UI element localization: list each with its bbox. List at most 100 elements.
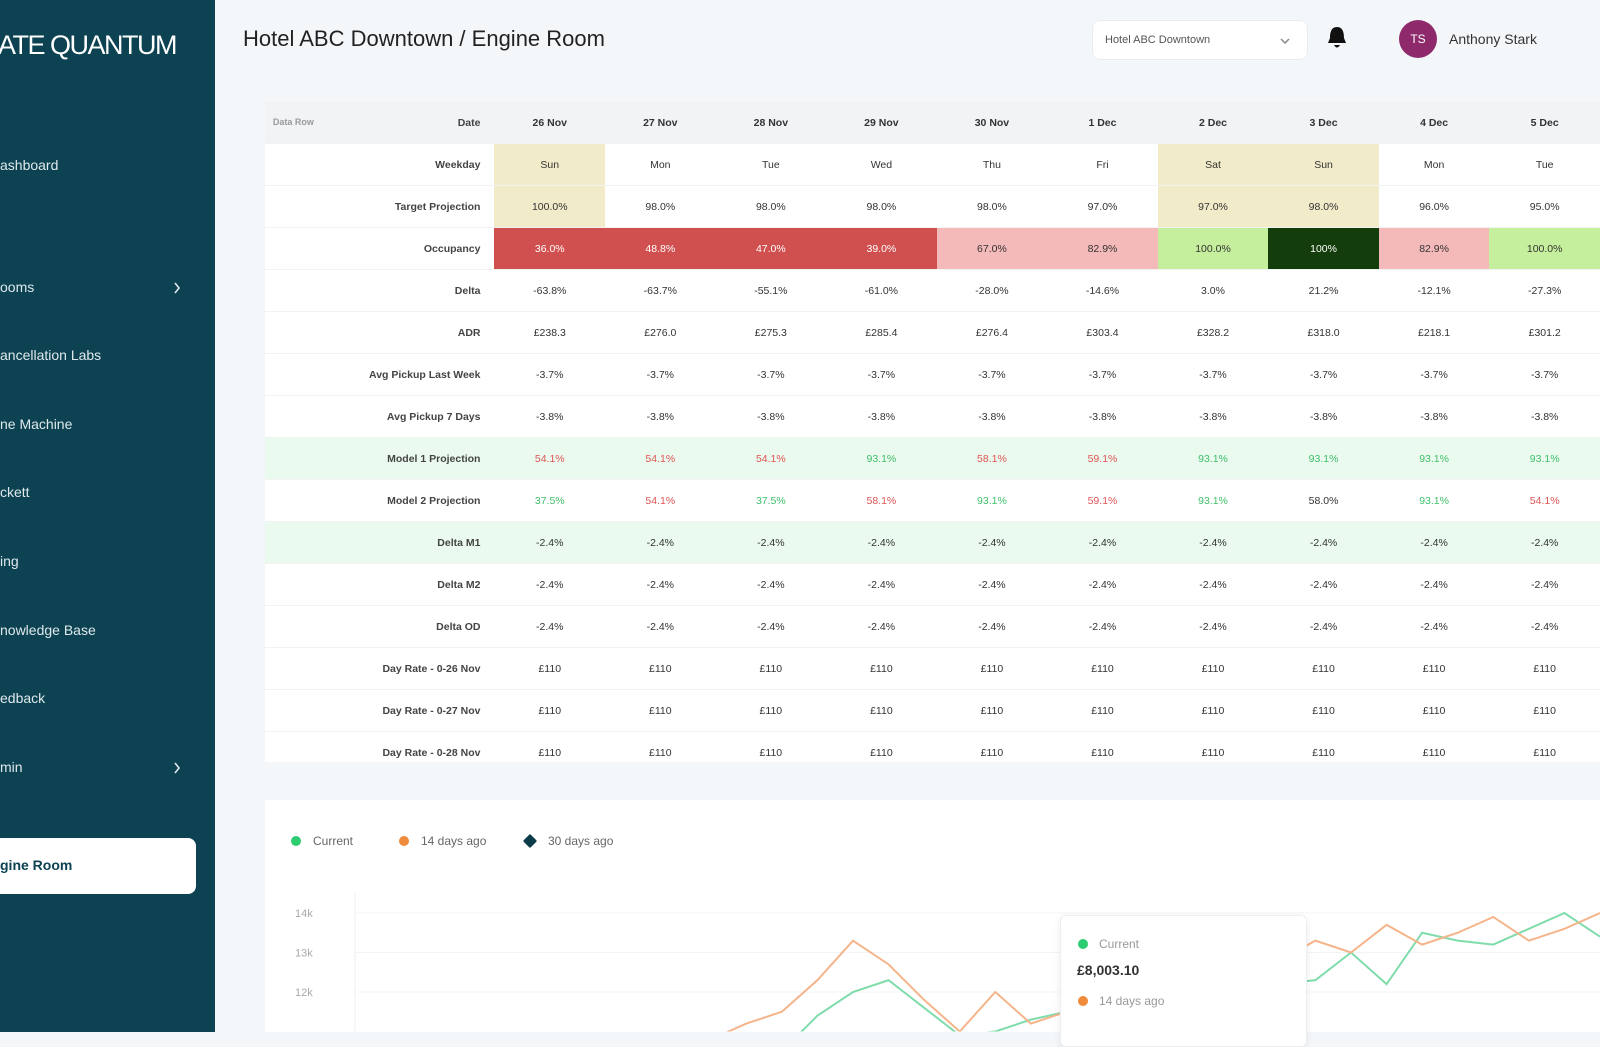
row: ADR £238.3 £276.0 £275.3 £285.4 £276.4 £303.4 £… <box>265 311 1600 354</box>
row: Delta M2 -2.4% -2.4% -2.4% -2.4% -2.4% -2.4% -2… <box>265 563 1600 606</box>
cell: -3.7% <box>936 353 1048 396</box>
cell: -2.4% <box>826 521 937 564</box>
cell: 58.1% <box>826 479 937 522</box>
cell: 98.0% <box>826 185 937 228</box>
cell: £110 <box>826 647 937 690</box>
row-label: Delta OD <box>321 605 495 648</box>
nav-item[interactable]: ancellation Labs <box>0 347 102 363</box>
cell: 93.1% <box>1157 479 1269 522</box>
cell: £110 <box>494 689 606 732</box>
cell: £110 <box>1378 647 1490 690</box>
cell: 93.1% <box>1157 437 1269 480</box>
nav-label: gine Room <box>0 857 73 873</box>
date: 30 Nov <box>936 102 1048 144</box>
cell: 93.1% <box>826 437 937 480</box>
chart-card: 12k 13k 14k <box>265 800 1600 1032</box>
hotel-select[interactable]: Hotel ABC Downtown <box>1092 20 1308 60</box>
cell: -3.8% <box>1489 395 1600 438</box>
cell: Fri <box>1047 143 1158 186</box>
cell: 37.5% <box>715 479 827 522</box>
cell: 97.0% <box>1157 185 1269 228</box>
cell: Sun <box>494 143 606 186</box>
row-label: Day Rate - 0-26 Nov <box>321 647 495 690</box>
nav-item[interactable]: ing <box>0 553 19 569</box>
cell: 58.0% <box>1268 479 1379 522</box>
corner: Data Row <box>265 102 322 144</box>
cell: 96.0% <box>1378 185 1490 228</box>
cell: 93.1% <box>1268 437 1379 480</box>
y-tick-label: 12k <box>295 987 313 999</box>
cell: Mon <box>1378 143 1490 186</box>
cell: 100% <box>1268 227 1379 270</box>
table-card: Data Row Date 26 Nov 27 Nov 28 Nov 29 Nov 30 N… <box>265 102 1600 762</box>
nav-item[interactable]: nowledge Base <box>0 622 96 638</box>
avatar[interactable]: TS <box>1399 20 1437 58</box>
cell: -2.4% <box>1489 605 1600 648</box>
chevron <box>1280 38 1290 45</box>
cell: £110 <box>1489 731 1600 762</box>
row: Delta OD -2.4% -2.4% -2.4% -2.4% -2.4% -2.4% -2… <box>265 605 1600 648</box>
row-label: ADR <box>321 311 495 354</box>
date: 2 Dec <box>1157 102 1269 144</box>
cell: -3.7% <box>605 353 716 396</box>
date: 1 Dec <box>1047 102 1158 144</box>
cell: -2.4% <box>826 563 937 606</box>
nav-item[interactable]: ckett <box>0 484 30 500</box>
cell: £110 <box>936 689 1048 732</box>
cell: £285.4 <box>826 311 937 354</box>
cell: Sat <box>1157 143 1269 186</box>
cell: -3.8% <box>1268 395 1379 438</box>
nav-item[interactable]: ne Machine <box>0 416 73 432</box>
cell: -63.8% <box>494 269 606 312</box>
cell: -2.4% <box>1489 563 1600 606</box>
cell: -3.8% <box>1047 395 1158 438</box>
cell: -28.0% <box>936 269 1048 312</box>
cell: -2.4% <box>494 521 606 564</box>
tooltip-value: £8,003.10 <box>1077 962 1140 978</box>
nav-item[interactable]: edback <box>0 690 46 706</box>
cell: £110 <box>1047 689 1158 732</box>
cell: -12.1% <box>1378 269 1490 312</box>
nav-item[interactable]: min <box>0 759 23 775</box>
cell: 37.5% <box>494 479 606 522</box>
empty <box>265 647 322 690</box>
cell: -2.4% <box>715 521 827 564</box>
cell: -2.4% <box>1268 605 1379 648</box>
cell: 97.0% <box>1047 185 1158 228</box>
cell: £110 <box>1489 647 1600 690</box>
row-label: Target Projection <box>321 185 495 228</box>
cell: £110 <box>1268 647 1379 690</box>
cell: £110 <box>494 731 606 762</box>
cell: -3.8% <box>605 395 716 438</box>
cell: Mon <box>605 143 716 186</box>
row-label: Day Rate - 0-27 Nov <box>321 689 495 732</box>
empty <box>265 479 322 522</box>
empty <box>265 731 322 762</box>
row-label: Delta <box>321 269 495 312</box>
active-nav[interactable]: gine Room <box>0 838 196 894</box>
cell: Wed <box>826 143 937 186</box>
row-label: Weekday <box>321 143 495 186</box>
nav-item[interactable]: ashboard <box>0 157 59 173</box>
cell: 54.1% <box>605 437 716 480</box>
cell: £301.2 <box>1489 311 1600 354</box>
tooltip: Current £8,003.10 14 days ago <box>1060 915 1307 1047</box>
date: 27 Nov <box>605 102 716 144</box>
cell: -3.7% <box>1268 353 1379 396</box>
cell: £110 <box>936 731 1048 762</box>
cell: £110 <box>605 647 716 690</box>
chevron <box>174 282 181 294</box>
cell: £110 <box>826 689 937 732</box>
cell: 54.1% <box>605 479 716 522</box>
legend-swatch <box>291 836 301 846</box>
nav-item[interactable]: ooms <box>0 279 35 295</box>
cell: 47.0% <box>715 227 827 270</box>
cell: -2.4% <box>826 605 937 648</box>
cell: -2.4% <box>1378 563 1490 606</box>
empty <box>265 353 322 396</box>
line-series <box>800 911 1600 1032</box>
cell: -3.8% <box>1157 395 1269 438</box>
legend-label: 14 days ago <box>421 834 487 848</box>
bell[interactable] <box>1325 25 1349 51</box>
cell: £110 <box>1268 731 1379 762</box>
